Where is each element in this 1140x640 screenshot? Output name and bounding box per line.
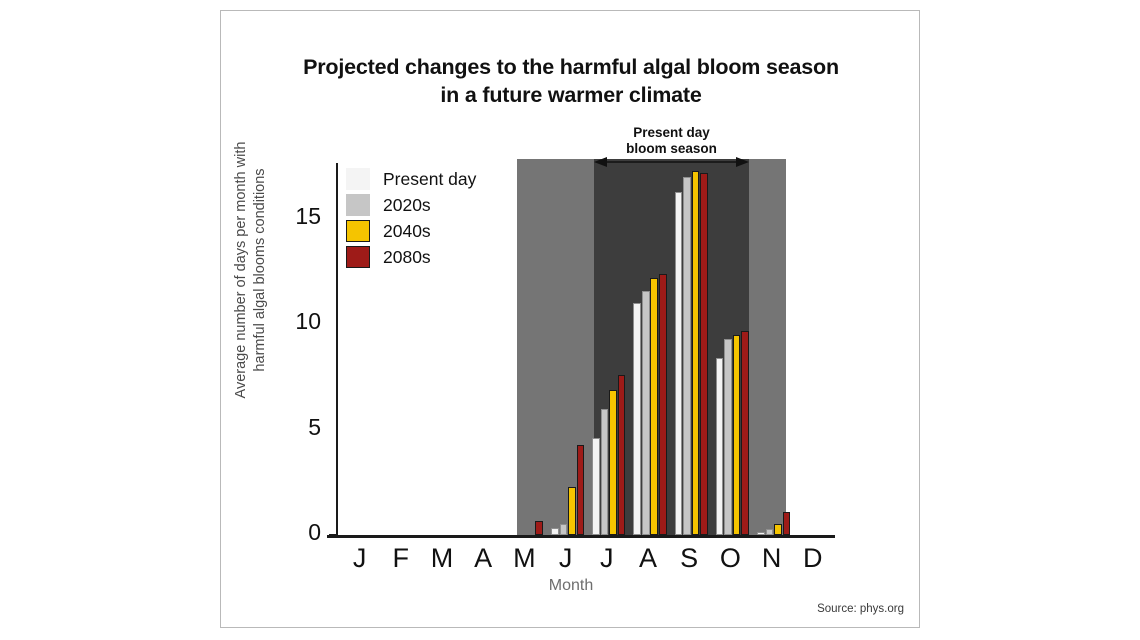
plot-area: Present day bloom season Average number … bbox=[221, 11, 921, 629]
x-axis-tick-label: A bbox=[638, 543, 657, 573]
bar bbox=[600, 408, 609, 535]
bar bbox=[683, 176, 691, 535]
y-axis-tick-label: 15 bbox=[295, 203, 321, 229]
bar bbox=[658, 273, 667, 535]
shaded-band-late bbox=[749, 159, 786, 535]
bar bbox=[576, 445, 585, 535]
double-arrow-icon bbox=[594, 157, 749, 167]
bar bbox=[732, 334, 741, 535]
bar bbox=[724, 339, 732, 535]
legend-label: 2080s bbox=[383, 246, 431, 267]
legend-item-2040s[interactable]: 2040s bbox=[346, 218, 476, 244]
bar bbox=[559, 524, 568, 535]
bar bbox=[617, 374, 626, 535]
x-axis-tick-label: J bbox=[558, 543, 573, 573]
y-axis-tick-mark bbox=[329, 534, 337, 536]
bar bbox=[650, 278, 659, 535]
legend-label: Present day bbox=[383, 168, 477, 189]
x-axis-tick-label: N bbox=[761, 543, 782, 573]
x-axis-tick-label: J bbox=[352, 543, 367, 573]
bar-groups bbox=[221, 11, 921, 535]
y-axis-tick-label: 10 bbox=[295, 308, 321, 335]
bar bbox=[609, 389, 617, 535]
x-axis-tick-label: A bbox=[474, 543, 493, 573]
x-axis-tick-label: M bbox=[430, 543, 454, 573]
chart-title-line-1: Projected changes to the harmful algal b… bbox=[303, 55, 839, 79]
source-credit: Source: phys.org bbox=[817, 603, 904, 615]
legend-swatch-icon bbox=[346, 194, 370, 216]
x-axis-title: Month bbox=[548, 577, 594, 594]
annotation-line-2: bloom season bbox=[626, 141, 717, 156]
bar bbox=[757, 531, 765, 535]
x-axis-tick-label: F bbox=[392, 543, 410, 573]
bar bbox=[741, 330, 749, 535]
bar bbox=[551, 527, 559, 535]
legend-label: 2040s bbox=[383, 220, 431, 241]
bar bbox=[700, 172, 708, 535]
legend-swatch-icon bbox=[346, 168, 370, 190]
x-axis-tick-label: S bbox=[680, 543, 699, 573]
x-axis-tick-label: D bbox=[803, 543, 823, 573]
bar bbox=[782, 511, 791, 535]
y-axis-tick-label: 0 bbox=[308, 519, 321, 545]
legend-item-2080s[interactable]: 2080s bbox=[346, 244, 476, 270]
bar bbox=[633, 303, 642, 535]
legend-item-present-day[interactable]: Present day bbox=[346, 166, 476, 192]
x-axis-tick-label: J bbox=[600, 543, 614, 573]
x-axis-tick-label: M bbox=[513, 543, 536, 573]
y-axis-line bbox=[336, 163, 338, 536]
annotation-text: Present day bloom season bbox=[554, 125, 789, 157]
chart-title: Projected changes to the harmful algal b… bbox=[221, 53, 921, 109]
chart-title-line-2: in a future warmer climate bbox=[440, 83, 702, 107]
legend-label: 2020s bbox=[383, 194, 431, 215]
legend-swatch-icon bbox=[346, 220, 370, 242]
y-axis-tick-label: 5 bbox=[308, 413, 321, 440]
bar bbox=[592, 438, 600, 535]
bar bbox=[691, 170, 700, 535]
annotation-line-1: Present day bbox=[633, 125, 710, 140]
x-axis-tick-label: O bbox=[719, 543, 741, 573]
bar bbox=[715, 358, 724, 535]
bar bbox=[641, 290, 650, 535]
bar bbox=[535, 521, 543, 535]
bar bbox=[674, 191, 683, 535]
legend-item-2020s[interactable]: 2020s bbox=[346, 192, 476, 218]
x-axis-line bbox=[327, 535, 835, 538]
legend-swatch-icon bbox=[346, 246, 370, 268]
bar bbox=[568, 486, 576, 535]
bar bbox=[765, 528, 774, 535]
chart-legend: Present day 2020s 2040s 2080s bbox=[346, 166, 476, 270]
bar bbox=[774, 524, 782, 535]
chart-card: Projected changes to the harmful algal b… bbox=[220, 10, 920, 628]
